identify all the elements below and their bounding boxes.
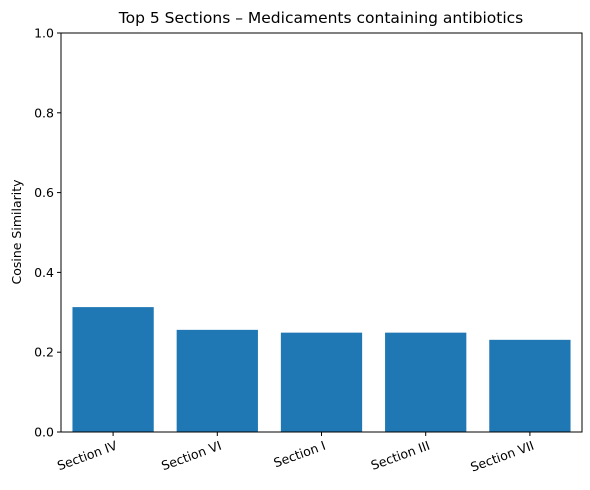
bars-group xyxy=(72,307,571,432)
y-tick-label: 0.4 xyxy=(34,265,54,280)
bar-section-i xyxy=(280,332,363,432)
y-axis-label: Cosine Similarity xyxy=(9,179,24,285)
bar-section-vii xyxy=(489,339,571,432)
y-axis-ticks: 0.0 0.2 0.4 0.6 0.8 1.0 xyxy=(34,26,61,440)
y-tick-label: 1.0 xyxy=(34,26,54,41)
y-tick-label: 0.6 xyxy=(34,185,54,200)
x-tick-label: Section VI xyxy=(159,438,223,474)
y-tick-label: 0.0 xyxy=(34,425,54,440)
x-tick-label: Section I xyxy=(272,438,328,471)
y-tick-label: 0.2 xyxy=(34,345,54,360)
bar-section-vi xyxy=(176,329,258,432)
bar-section-iv xyxy=(72,307,154,432)
y-tick-label: 0.8 xyxy=(34,105,54,120)
chart-title: Top 5 Sections – Medicaments containing … xyxy=(118,9,524,27)
x-tick-label: Section VII xyxy=(468,438,535,475)
bar-section-iii xyxy=(385,332,467,432)
plot-area-frame xyxy=(60,32,583,433)
x-axis-ticks: Section IV Section VI Section I Section III… xyxy=(55,432,536,475)
x-tick-label: Section IV xyxy=(55,438,119,474)
x-tick-label: Section III xyxy=(369,438,432,473)
